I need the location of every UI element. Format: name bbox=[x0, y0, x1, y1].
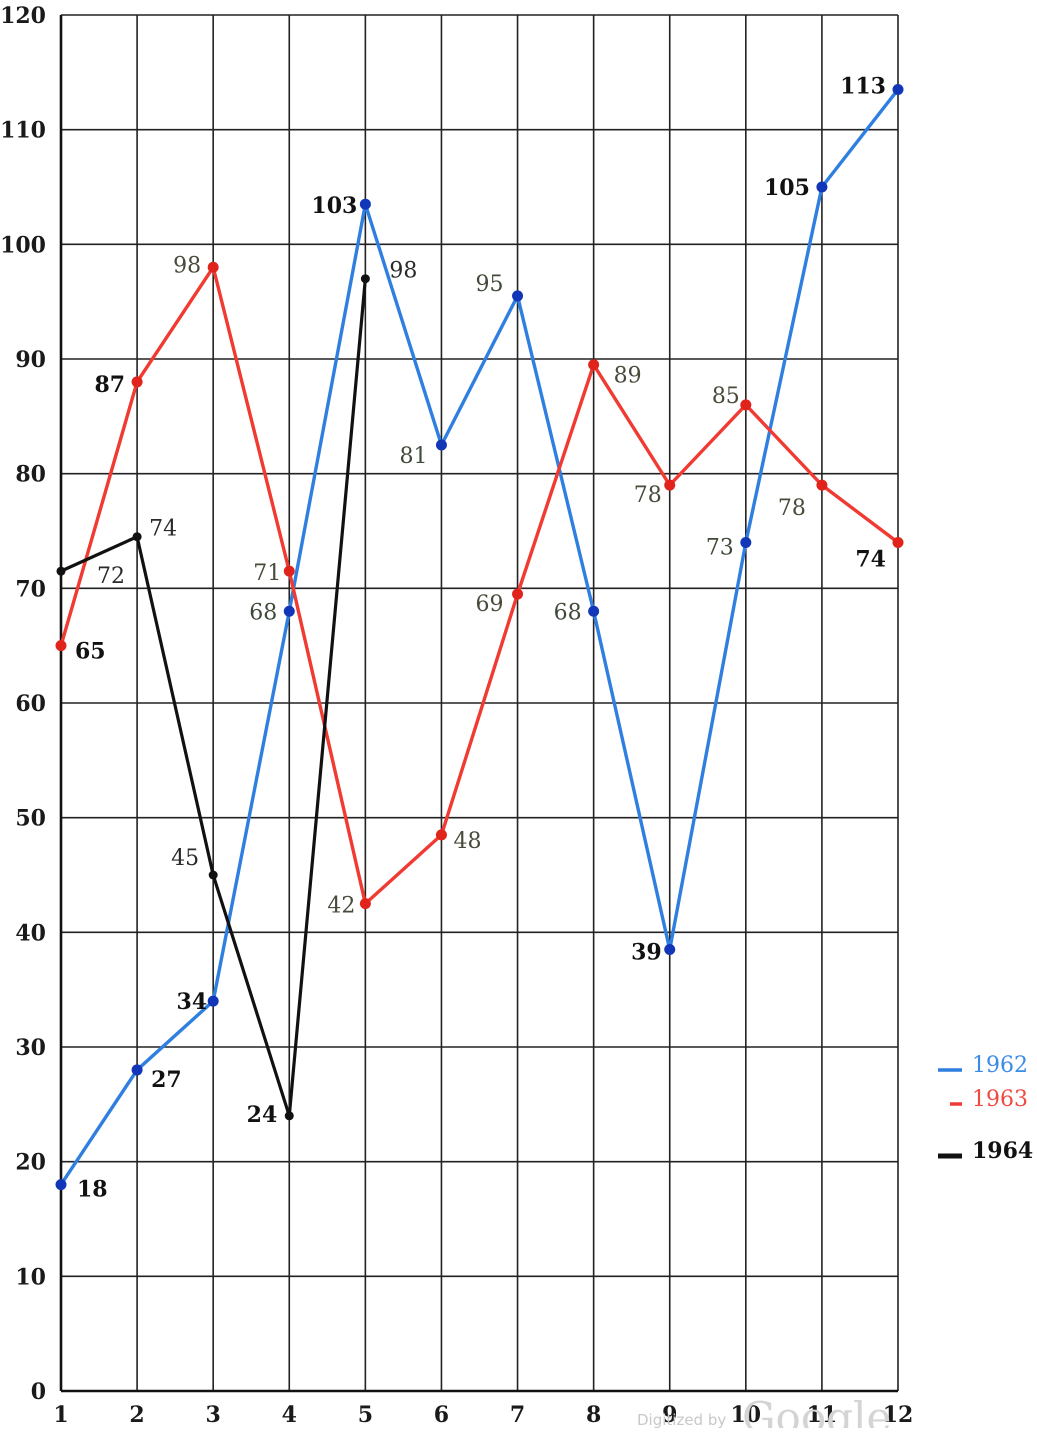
legend-label-1964: 1964 bbox=[972, 1138, 1033, 1164]
data-label-1963-4: 71 bbox=[253, 561, 281, 586]
data-label-1964-5: 98 bbox=[389, 259, 417, 284]
series-layer bbox=[55, 84, 904, 1191]
data-point-1963-12 bbox=[892, 536, 904, 548]
y-tick-label: 100 bbox=[0, 232, 46, 258]
y-tick-label: 60 bbox=[15, 691, 46, 717]
data-label-1963-11: 78 bbox=[778, 496, 806, 521]
data-point-1963-9 bbox=[664, 479, 676, 491]
data-label-1964-3: 45 bbox=[171, 846, 199, 871]
watermark-prefix: Digitized by bbox=[637, 1411, 726, 1428]
data-label-1962-7: 95 bbox=[476, 272, 504, 297]
data-point-1962-5 bbox=[359, 198, 371, 210]
x-tick-label: 3 bbox=[206, 1402, 221, 1428]
series-line-1962 bbox=[59, 87, 900, 1187]
data-label-1962-1: 18 bbox=[77, 1177, 108, 1203]
y-tick-label: 0 bbox=[31, 1379, 46, 1405]
y-tick-label: 20 bbox=[15, 1150, 46, 1176]
y-tick-label: 30 bbox=[15, 1035, 46, 1061]
data-point-1963-4 bbox=[283, 565, 295, 577]
data-labels: 18 27 34 68 103 81 95 68 39 73 105 113 65 87 98 71 42 48 6… bbox=[75, 74, 886, 1203]
data-label-1962-9: 39 bbox=[631, 940, 662, 966]
data-point-1963-5 bbox=[359, 898, 371, 910]
data-point-1962-6 bbox=[435, 439, 447, 451]
x-tick-label: 12 bbox=[883, 1402, 914, 1428]
y-tick-label: 40 bbox=[15, 920, 46, 946]
x-tick-label: 9 bbox=[662, 1402, 677, 1428]
data-label-1963-3: 98 bbox=[173, 253, 201, 278]
data-label-1962-12: 113 bbox=[840, 74, 886, 100]
data-label-1962-8: 68 bbox=[554, 600, 582, 625]
data-label-1963-2: 87 bbox=[94, 372, 125, 398]
y-tick-label: 90 bbox=[15, 347, 46, 373]
data-point-1963-3 bbox=[207, 261, 219, 273]
data-point-1963-7 bbox=[512, 588, 524, 600]
data-point-1962-3 bbox=[207, 995, 219, 1007]
data-label-1963-10: 85 bbox=[712, 384, 740, 409]
data-label-1962-5: 103 bbox=[311, 193, 357, 219]
legend: 1962 1963 1964 bbox=[938, 1053, 1033, 1164]
y-tick-label: 120 bbox=[0, 3, 46, 29]
data-point-1964-1 bbox=[56, 566, 66, 576]
x-tick-label: 1 bbox=[53, 1402, 68, 1428]
series-line-1963 bbox=[59, 265, 900, 906]
y-tick-label: 80 bbox=[15, 462, 46, 488]
data-label-1962-10: 73 bbox=[706, 535, 734, 560]
x-tick-label: 8 bbox=[586, 1402, 601, 1428]
legend-label-1963: 1963 bbox=[972, 1087, 1028, 1112]
data-point-1962-11 bbox=[816, 181, 828, 193]
data-label-1963-6: 48 bbox=[453, 829, 481, 854]
data-label-1963-7: 69 bbox=[476, 592, 504, 617]
data-point-1962-7 bbox=[512, 290, 524, 302]
data-point-1963-10 bbox=[740, 399, 752, 411]
data-label-1964-1: 72 bbox=[97, 564, 125, 589]
y-tick-label: 110 bbox=[0, 118, 46, 144]
data-point-1962-4 bbox=[283, 605, 295, 617]
data-label-1962-11: 105 bbox=[764, 175, 810, 201]
data-label-1963-1: 65 bbox=[75, 639, 106, 665]
data-point-1962-2 bbox=[131, 1064, 143, 1076]
x-tick-label: 6 bbox=[434, 1402, 449, 1428]
data-label-1962-4: 68 bbox=[249, 600, 277, 625]
data-point-1962-1 bbox=[55, 1179, 67, 1191]
x-tick-label: 7 bbox=[510, 1402, 525, 1428]
data-label-1964-2: 74 bbox=[149, 517, 177, 542]
data-point-1964-5 bbox=[360, 274, 370, 284]
x-tick-label: 2 bbox=[129, 1402, 144, 1428]
x-tick-label: 10 bbox=[731, 1402, 762, 1428]
y-tick-label: 10 bbox=[15, 1264, 46, 1290]
data-label-1963-12: 74 bbox=[855, 546, 886, 572]
x-tick-label: 11 bbox=[807, 1402, 838, 1428]
data-point-1962-10 bbox=[740, 536, 752, 548]
data-point-1964-4 bbox=[284, 1111, 294, 1121]
data-label-1963-8: 89 bbox=[614, 364, 642, 389]
x-tick-label: 4 bbox=[282, 1402, 297, 1428]
data-point-1963-6 bbox=[435, 829, 447, 841]
legend-label-1962: 1962 bbox=[972, 1053, 1028, 1078]
data-point-1963-1 bbox=[55, 640, 67, 652]
data-point-1962-9 bbox=[664, 944, 676, 956]
grid bbox=[61, 14, 899, 1391]
watermark-brand: Google bbox=[742, 1393, 891, 1428]
y-tick-label: 50 bbox=[15, 806, 46, 832]
x-tick-label: 5 bbox=[358, 1402, 373, 1428]
data-point-1962-8 bbox=[588, 605, 600, 617]
watermark: Digitized by Google bbox=[637, 1393, 891, 1433]
data-label-1962-2: 27 bbox=[151, 1067, 182, 1093]
data-point-1963-11 bbox=[816, 479, 828, 491]
data-label-1963-5: 42 bbox=[327, 894, 355, 919]
y-tick-label: 70 bbox=[15, 576, 46, 602]
data-label-1963-9: 78 bbox=[634, 483, 662, 508]
data-point-1962-12 bbox=[892, 84, 904, 96]
data-point-1963-8 bbox=[588, 359, 600, 371]
data-point-1963-2 bbox=[131, 376, 143, 388]
data-label-1962-3: 34 bbox=[177, 989, 208, 1015]
data-label-1962-6: 81 bbox=[399, 444, 427, 469]
data-label-1964-4: 24 bbox=[247, 1102, 278, 1128]
data-point-1964-3 bbox=[208, 870, 218, 880]
data-point-1964-2 bbox=[132, 532, 142, 542]
